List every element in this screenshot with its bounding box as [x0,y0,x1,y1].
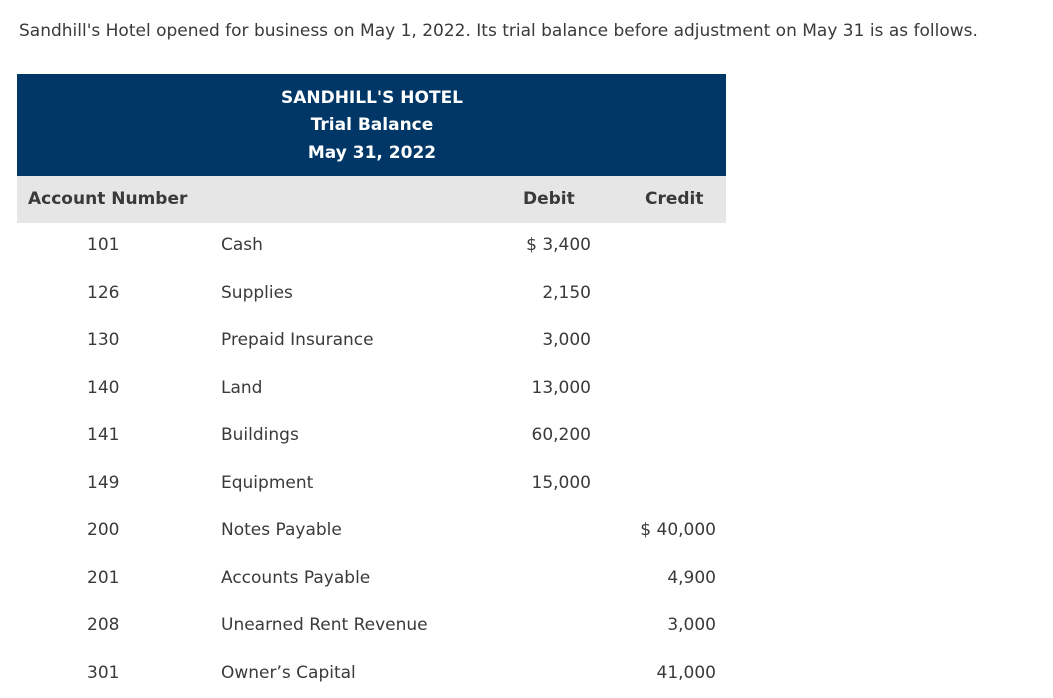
account-name: Accounts Payable [221,568,370,588]
statement-title: Trial Balance [172,111,572,139]
debit-amount: 60,200 [532,425,591,445]
table-row: 301 Owner’s Capital 41,000 [17,651,726,698]
credit-amount: 41,000 [657,663,716,683]
column-header-account-number: Account Number [28,189,187,209]
account-name: Equipment [221,473,313,493]
debit-amount: 13,000 [532,378,591,398]
trial-balance-table: SANDHILL'S HOTEL Trial Balance May 31, 2… [17,74,726,176]
account-number: 101 [87,235,119,255]
account-name: Notes Payable [221,520,342,540]
table-header-row: Account Number Debit Credit [17,176,726,223]
account-number: 208 [87,615,119,635]
debit-amount: 2,150 [542,283,591,303]
account-name: Supplies [221,283,293,303]
account-name: Buildings [221,425,299,445]
credit-amount: $ 40,000 [640,520,716,540]
account-number: 301 [87,663,119,683]
table-banner: SANDHILL'S HOTEL Trial Balance May 31, 2… [17,74,726,176]
table-row: 101 Cash $ 3,400 [17,223,726,271]
column-header-credit: Credit [645,189,704,209]
table-row: 130 Prepaid Insurance 3,000 [17,318,726,366]
account-number: 201 [87,568,119,588]
statement-date: May 31, 2022 [172,139,572,167]
credit-amount: 4,900 [667,568,716,588]
column-header-debit: Debit [523,189,575,209]
debit-amount: $ 3,400 [526,235,591,255]
credit-amount: 3,000 [667,615,716,635]
table-row: 208 Unearned Rent Revenue 3,000 [17,603,726,651]
account-number: 141 [87,425,119,445]
account-number: 130 [87,330,119,350]
account-name: Cash [221,235,263,255]
table-row: 141 Buildings 60,200 [17,413,726,461]
account-name: Prepaid Insurance [221,330,374,350]
account-name: Owner’s Capital [221,663,356,683]
table-row: 149 Equipment 15,000 [17,461,726,509]
intro-text: Sandhill's Hotel opened for business on … [19,21,978,41]
account-number: 126 [87,283,119,303]
table-row: 200 Notes Payable $ 40,000 [17,508,726,556]
account-number: 149 [87,473,119,493]
account-number: 200 [87,520,119,540]
debit-amount: 15,000 [532,473,591,493]
table-row: 201 Accounts Payable 4,900 [17,556,726,604]
account-name: Unearned Rent Revenue [221,615,428,635]
account-name: Land [221,378,262,398]
account-number: 140 [87,378,119,398]
table-row: 140 Land 13,000 [17,366,726,414]
debit-amount: 3,000 [542,330,591,350]
table-row: 126 Supplies 2,150 [17,271,726,319]
table-body: 101 Cash $ 3,400 126 Supplies 2,150 130 … [17,223,726,698]
company-name: SANDHILL'S HOTEL [172,84,572,112]
